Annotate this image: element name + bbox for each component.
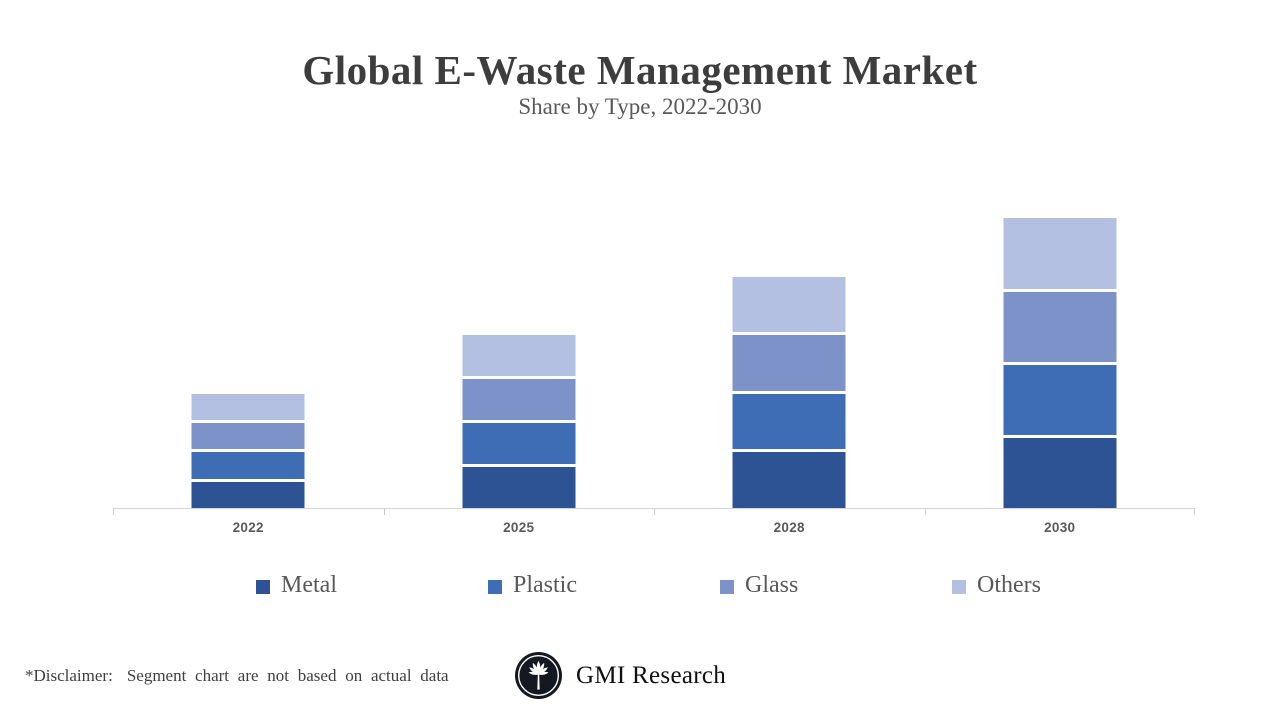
chart-subtitle: Share by Type, 2022-2030: [518, 94, 762, 119]
x-axis-label-2022: 2022: [232, 520, 264, 535]
legend-swatch-glass-icon: [720, 580, 734, 594]
x-axis-tick: [654, 509, 655, 515]
legend-label-glass: Glass: [745, 572, 799, 598]
x-axis-label-2028: 2028: [773, 520, 805, 535]
x-axis-tick: [383, 509, 385, 515]
bar-segment-others-2025: [462, 335, 576, 377]
bar-segment-glass-2028: [732, 335, 846, 391]
disclaimer-label: *Disclaimer:: [25, 666, 113, 685]
bar-segment-glass-2022: [191, 423, 305, 450]
bar-segment-glass-2025: [462, 379, 576, 421]
chart-title: Global E-Waste Management Market: [302, 47, 978, 93]
bar-segment-plastic-2025: [462, 423, 576, 465]
legend-swatch-plastic-icon: [488, 580, 502, 594]
disclaimer-body: Segment chart are not based on actual da…: [126, 666, 449, 685]
legend-item-metal: Metal: [256, 572, 488, 599]
bar-segment-metal-2025: [462, 467, 576, 508]
bar-segment-others-2030: [1003, 218, 1117, 289]
bar-segment-plastic-2022: [191, 452, 305, 479]
bar-segment-glass-2030: [1003, 291, 1117, 362]
disclaimer-text: *Disclaimer: Segment chart are not based …: [25, 666, 449, 686]
x-axis-tick: [924, 509, 926, 515]
legend-swatch-others-icon: [952, 580, 966, 594]
stacked-bar-2028: [732, 276, 846, 508]
x-axis-label-2025: 2025: [503, 520, 535, 535]
legend: Metal Plastic Glass Others: [256, 572, 1184, 599]
plot-area: 2022 2025 2028 2030: [113, 148, 1195, 548]
legend-label-metal: Metal: [281, 572, 337, 598]
x-axis-label-2030: 2030: [1044, 520, 1076, 535]
bar-segment-plastic-2028: [732, 393, 846, 450]
brand-lockup: GMI Research: [514, 651, 726, 700]
bar-segment-metal-2030: [1003, 437, 1117, 508]
bar-segment-plastic-2030: [1003, 364, 1117, 435]
bar-segment-metal-2022: [191, 481, 305, 508]
legend-item-glass: Glass: [720, 572, 952, 599]
stacked-bar-2025: [462, 335, 576, 508]
stacked-bar-2022: [191, 393, 305, 508]
x-axis-line: [113, 508, 1195, 509]
legend-item-others: Others: [952, 572, 1184, 599]
stacked-bar-2030: [1003, 218, 1117, 508]
bar-group-2022: [113, 148, 384, 508]
bar-segment-others-2022: [191, 393, 305, 421]
legend-swatch-metal-icon: [256, 580, 270, 594]
bar-group-2028: [654, 148, 925, 508]
legend-item-plastic: Plastic: [488, 572, 720, 599]
bar-group-2030: [925, 148, 1196, 508]
bar-group-2025: [384, 148, 655, 508]
brand-name: GMI Research: [576, 661, 727, 689]
x-axis-tick: [1194, 509, 1195, 515]
legend-label-others: Others: [977, 572, 1041, 598]
bar-segment-others-2028: [732, 276, 846, 333]
bar-segment-metal-2028: [732, 452, 846, 508]
legend-label-plastic: Plastic: [513, 572, 577, 598]
palm-emblem-icon: [515, 652, 562, 699]
x-axis-tick: [113, 509, 114, 515]
